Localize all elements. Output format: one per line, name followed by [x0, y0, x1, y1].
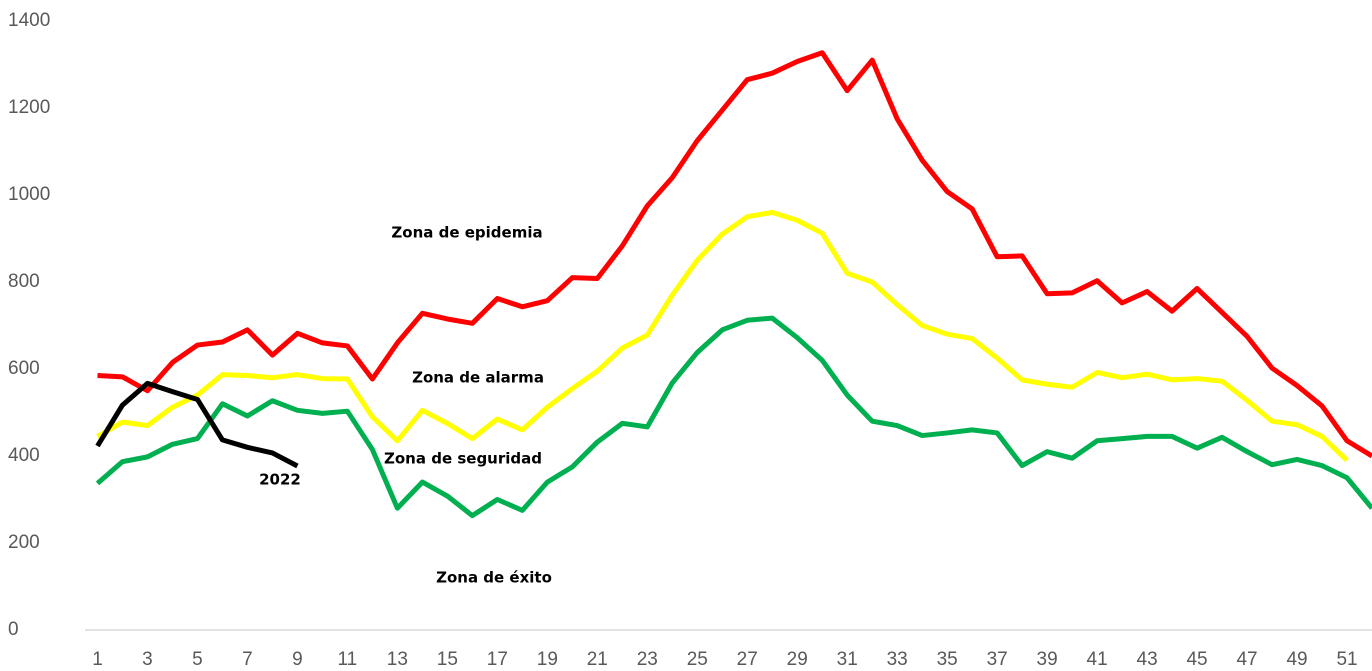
y-tick-label: 0 [8, 619, 19, 640]
x-tick-label: 47 [1236, 649, 1257, 670]
y-tick-label: 1400 [8, 10, 50, 31]
x-tick-label: 39 [1037, 649, 1058, 670]
zone-label: Zona de epidemia [391, 224, 542, 242]
series-line [96, 209, 1349, 463]
y-tick-label: 1200 [8, 97, 50, 118]
x-tick-label: 27 [737, 649, 758, 670]
y-tick-label: 400 [8, 445, 40, 466]
x-tick-label: 43 [1137, 649, 1158, 670]
series-line [95, 380, 299, 469]
x-tick-label: 33 [887, 649, 908, 670]
series-line [97, 50, 1372, 459]
x-tick-label: 41 [1087, 649, 1108, 670]
series-line [95, 315, 1372, 519]
series-label: 2022 [259, 471, 301, 489]
x-tick-label: 7 [242, 649, 253, 670]
x-tick-label: 15 [437, 649, 458, 670]
x-tick-label: 13 [387, 649, 408, 670]
x-tick-label: 1 [92, 649, 103, 670]
y-tick-label: 200 [8, 532, 40, 553]
x-tick-label: 3 [142, 649, 153, 670]
x-tick-label: 5 [192, 649, 203, 670]
y-tick-label: 1000 [8, 184, 50, 205]
x-tick-label: 29 [787, 649, 808, 670]
zone-label: Zona de éxito [436, 569, 552, 587]
x-tick-label: 25 [687, 649, 708, 670]
x-tick-label: 9 [292, 649, 303, 670]
x-tick-label: 21 [587, 649, 608, 670]
x-tick-label: 35 [937, 649, 958, 670]
x-tick-label: 49 [1286, 649, 1307, 670]
x-tick-label: 45 [1186, 649, 1207, 670]
x-tick-label: 51 [1336, 649, 1357, 670]
x-tick-label: 19 [537, 649, 558, 670]
x-tick-label: 37 [987, 649, 1008, 670]
zone-label: Zona de alarma [412, 369, 544, 387]
y-tick-label: 800 [8, 271, 40, 292]
x-tick-label: 31 [837, 649, 858, 670]
x-tick-label: 17 [487, 649, 508, 670]
zone-label: Zona de seguridad [384, 450, 542, 468]
x-tick-label: 11 [338, 649, 358, 670]
y-tick-label: 600 [8, 358, 40, 379]
x-tick-label: 23 [637, 649, 658, 670]
